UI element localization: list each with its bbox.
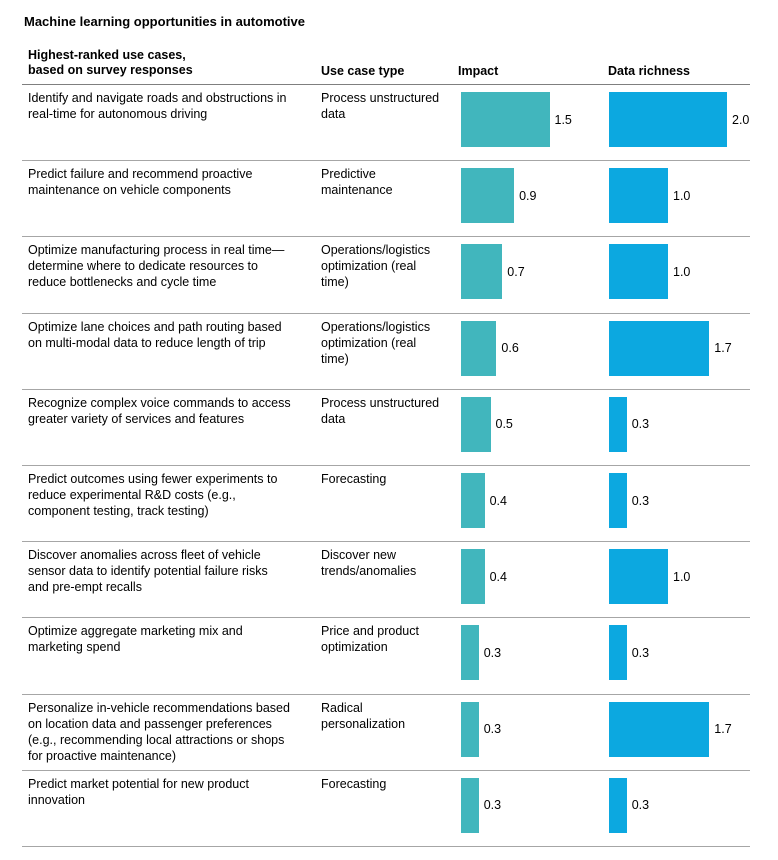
data-richness-bar	[609, 396, 627, 452]
data-richness-bar	[609, 244, 668, 300]
impact-bar	[461, 625, 479, 681]
impact-bar	[461, 701, 479, 757]
header-impact: Impact	[458, 64, 499, 78]
row-divider	[22, 846, 750, 847]
data-richness-bar	[609, 320, 710, 376]
data-richness-value-label: 1.0	[673, 264, 691, 279]
impact-value-label: 0.4	[489, 569, 507, 584]
data-richness-bar	[609, 777, 627, 833]
data-richness-value-label: 1.0	[673, 188, 691, 203]
data-richness-bar	[609, 92, 727, 147]
use-case-type-text: Operations/logistics optimization (real …	[321, 319, 431, 366]
use-case-text: Personalize in-vehicle recommendations b…	[28, 700, 290, 763]
data-richness-value-label: 1.0	[673, 569, 691, 584]
row-divider	[22, 312, 750, 314]
use-case-type-text: Discover new trends/anomalies	[321, 548, 417, 579]
impact-bar	[461, 549, 485, 605]
row-divider	[22, 541, 750, 543]
use-case-text: Predict failure and recommend proactive …	[28, 167, 253, 198]
data-richness-bar	[609, 701, 710, 757]
data-richness-value-label: 2.0	[732, 112, 750, 127]
impact-value-label: 0.5	[495, 417, 513, 432]
data-richness-bar	[609, 625, 627, 681]
use-case-text: Optimize aggregate marketing mix and mar…	[28, 624, 243, 655]
data-richness-bar	[609, 168, 668, 224]
impact-bar	[461, 396, 491, 452]
header-use-case-type: Use case type	[321, 64, 405, 78]
use-case-text: Predict outcomes using fewer experiments…	[28, 472, 278, 518]
row-divider	[22, 693, 750, 695]
impact-bar	[461, 92, 550, 147]
impact-value-label: 1.5	[554, 112, 572, 127]
use-case-type-text: Radical personalization	[321, 700, 406, 731]
data-richness-value-label: 1.7	[714, 722, 732, 737]
use-case-type-text: Operations/logistics optimization (real …	[321, 243, 431, 290]
data-richness-value-label: 0.3	[631, 645, 650, 660]
impact-value-label: 0.4	[489, 493, 507, 508]
impact-value-label: 0.3	[483, 798, 502, 813]
row-divider	[22, 388, 750, 390]
row-divider	[22, 465, 750, 466]
use-case-text: Predict market potential for new product…	[28, 776, 249, 807]
impact-value-label: 0.3	[483, 722, 502, 737]
use-case-text: Optimize manufacturing process in real t…	[28, 243, 285, 290]
data-richness-value-label: 1.7	[714, 341, 732, 356]
impact-bar	[461, 777, 479, 833]
header-data-richness: Data richness	[608, 64, 690, 78]
use-case-type-text: Price and product optimization	[321, 624, 419, 655]
impact-value-label: 0.3	[483, 645, 502, 660]
impact-value-label: 0.7	[507, 264, 525, 279]
use-case-text: Recognize complex voice commands to acce…	[28, 395, 291, 426]
use-case-text: Optimize lane choices and path routing b…	[28, 319, 282, 350]
data-richness-bar	[609, 473, 627, 528]
header-divider	[22, 84, 750, 85]
row-divider	[22, 769, 750, 771]
use-case-type-text: Process unstructured data	[321, 91, 440, 121]
chart-title: Machine learning opportunities in automo…	[24, 14, 305, 29]
impact-bar	[461, 473, 485, 528]
impact-bar	[461, 168, 515, 224]
use-case-type-text: Forecasting	[321, 472, 387, 486]
header-use-case: Highest-ranked use cases, based on surve…	[28, 48, 193, 77]
use-case-text: Discover anomalies across fleet of vehic…	[28, 548, 268, 595]
data-richness-value-label: 0.3	[631, 493, 650, 508]
data-richness-value-label: 0.3	[631, 417, 650, 432]
row-divider	[22, 236, 750, 238]
impact-bar	[461, 244, 503, 300]
use-case-text: Identify and navigate roads and obstruct…	[28, 91, 287, 121]
impact-value-label: 0.9	[519, 188, 537, 203]
use-case-type-text: Predictive maintenance	[321, 167, 393, 198]
impact-bar	[461, 320, 497, 376]
row-divider	[22, 160, 750, 162]
data-richness-bar	[609, 549, 668, 605]
data-richness-value-label: 0.3	[631, 798, 650, 813]
use-case-type-text: Process unstructured data	[321, 395, 440, 426]
use-case-type-text: Forecasting	[321, 776, 387, 791]
impact-value-label: 0.6	[501, 341, 519, 356]
row-divider	[22, 617, 750, 619]
